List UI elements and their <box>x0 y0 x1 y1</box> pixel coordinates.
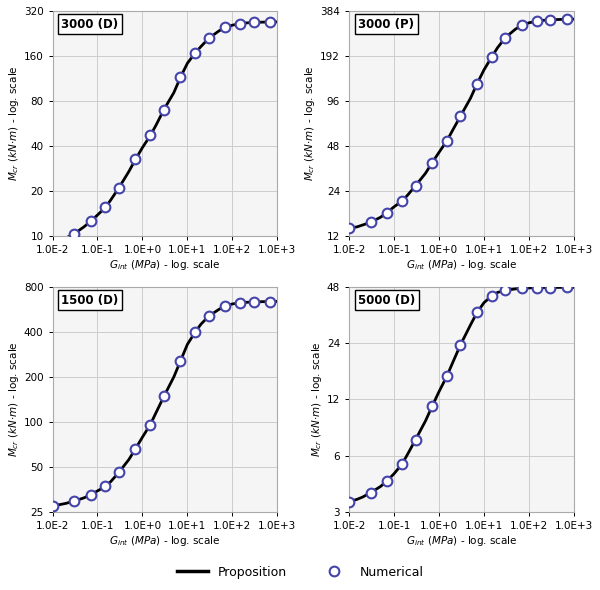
X-axis label: $G_{int}$ $(MPa)$ - log. scale: $G_{int}$ $(MPa)$ - log. scale <box>109 534 221 548</box>
X-axis label: $G_{int}$ $(MPa)$ - log. scale: $G_{int}$ $(MPa)$ - log. scale <box>109 258 221 272</box>
Text: 1500 (D): 1500 (D) <box>61 294 119 307</box>
Y-axis label: $M_{cr}$ $(kN{\cdot}m)$ - log. scale: $M_{cr}$ $(kN{\cdot}m)$ - log. scale <box>304 65 317 181</box>
Text: 3000 (D): 3000 (D) <box>61 18 119 31</box>
Legend: Proposition, Numerical: Proposition, Numerical <box>172 560 428 584</box>
Y-axis label: $M_{cr}$ $(kN{\cdot}m)$ - log. scale: $M_{cr}$ $(kN{\cdot}m)$ - log. scale <box>7 65 21 181</box>
Y-axis label: $M_{cr}$ $(kN{\cdot}m)$ - log. scale: $M_{cr}$ $(kN{\cdot}m)$ - log. scale <box>310 342 324 457</box>
Y-axis label: $M_{cr}$ $(kN{\cdot}m)$ - log. scale: $M_{cr}$ $(kN{\cdot}m)$ - log. scale <box>7 342 21 457</box>
X-axis label: $G_{int}$ $(MPa)$ - log. scale: $G_{int}$ $(MPa)$ - log. scale <box>406 258 517 272</box>
Text: 3000 (P): 3000 (P) <box>358 18 414 31</box>
Text: 5000 (D): 5000 (D) <box>358 294 415 307</box>
X-axis label: $G_{int}$ $(MPa)$ - log. scale: $G_{int}$ $(MPa)$ - log. scale <box>406 534 517 548</box>
